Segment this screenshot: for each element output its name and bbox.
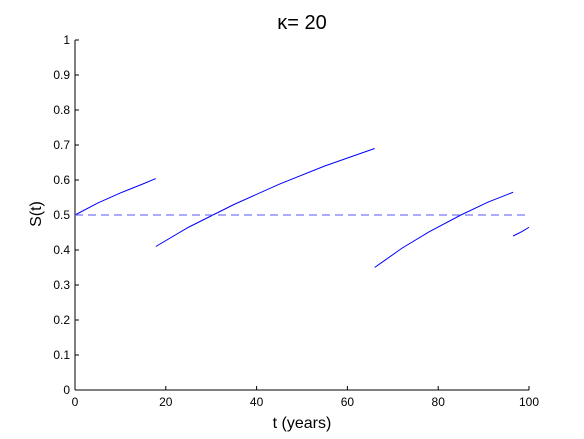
y-tick-label-1: 0.1 [53, 348, 70, 362]
y-tick-label-10: 1 [63, 33, 70, 47]
y-tick-label-4: 0.4 [53, 243, 70, 257]
x-tick-label-5: 100 [519, 395, 539, 409]
plot-area: 0 0.1 0.2 0.3 0.4 0.5 0.6 0.7 0.8 0.9 1 0 20 40 60 80 10… [53, 33, 539, 409]
y-axis-label: S(t) [28, 201, 45, 227]
x-axis-label: t (years) [273, 415, 332, 432]
x-tick-label-0: 0 [72, 395, 79, 409]
series-segment-0-0 [74, 178, 157, 216]
series-segment-0-1 [155, 148, 375, 247]
x-tick-label-2: 40 [250, 395, 264, 409]
y-tick-label-8: 0.8 [53, 103, 70, 117]
y-tick-label-3: 0.3 [53, 278, 70, 292]
x-tick-label-4: 80 [432, 395, 446, 409]
y-tick-label-7: 0.7 [53, 138, 70, 152]
x-tick-label-3: 60 [341, 395, 355, 409]
y-tick-label-5: 0.5 [53, 208, 70, 222]
series-segment-0-3 [512, 226, 530, 237]
y-tick-label-0: 0 [63, 383, 70, 397]
x-tick-label-1: 20 [159, 395, 173, 409]
y-tick-label-6: 0.6 [53, 173, 70, 187]
y-tick-label-2: 0.2 [53, 313, 70, 327]
series-segment-0-2 [374, 191, 514, 268]
chart-title: κ= 20 [277, 12, 326, 34]
y-tick-label-9: 0.9 [53, 68, 70, 82]
